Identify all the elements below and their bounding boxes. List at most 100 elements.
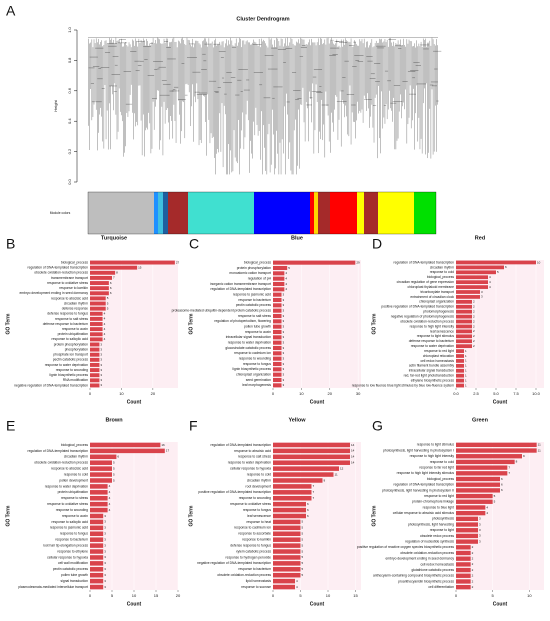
y-tick-label: intracellular signal transduction [409, 369, 454, 373]
bar [90, 383, 100, 388]
value-label: 3 [481, 295, 483, 299]
value-label: 7 [313, 490, 315, 494]
bar [273, 345, 282, 351]
y-tick-label: response to bacterium [238, 567, 271, 571]
bar [273, 567, 301, 572]
value-label: 15 [138, 265, 142, 269]
bar [90, 311, 103, 316]
value-label: 3 [104, 526, 106, 530]
y-tick-label: protein phosphorylation [54, 342, 88, 346]
y-tick-label: response to wounding [56, 368, 88, 372]
y-tick-label: chloroplast thylakoid membrane [407, 285, 454, 289]
y-tick-label: leaf senescence [247, 514, 271, 518]
y-tick-label: red, far-red light phototransduction [404, 374, 455, 378]
x-tick-label: 0 [272, 391, 275, 396]
y-tick-label: obsolete oxidation-reduction process [400, 551, 454, 555]
value-label: 3 [104, 543, 106, 547]
y-tick-label: cell wall modification [58, 561, 88, 565]
value-label: 2 [473, 344, 475, 348]
value-label: 3 [283, 324, 285, 328]
bar [456, 471, 508, 476]
bar [90, 260, 175, 265]
y-tick-label: positive regulation of DNA-templated tra… [381, 305, 454, 309]
y-tick-label: photosynthesis, light harvesting [408, 522, 454, 526]
module-color [168, 192, 188, 234]
panel-letter: F [189, 418, 198, 434]
y-tick-label: biological_process [61, 443, 88, 447]
y-tick-label: entrainment of circadian clock [410, 295, 454, 299]
x-tick-label: 10 [119, 391, 124, 396]
value-label: 4 [285, 287, 287, 291]
bar [90, 501, 108, 507]
y-tick-label: response to salt stress [55, 317, 88, 321]
y-tick-label: response to wounding [56, 508, 88, 512]
bar [90, 561, 104, 566]
value-label: 2 [472, 568, 474, 572]
y-tick-label: defense response to bacterium [409, 339, 455, 343]
value-label: 3 [100, 378, 102, 382]
bar [273, 519, 301, 525]
bar [90, 572, 104, 578]
module-color [310, 192, 314, 234]
bar [90, 549, 104, 554]
y-axis-label: GO Term [188, 313, 194, 335]
y-tick-label: protein ubiquitination [58, 490, 89, 494]
value-label: 3 [283, 367, 285, 371]
x-tick-label: 20 [151, 391, 156, 396]
bar [90, 316, 103, 321]
chart-title: Red [475, 235, 485, 241]
value-label: 4 [109, 502, 111, 506]
y-tick-label: response to cadmium ion [234, 526, 271, 530]
x-axis-label: Count [310, 601, 325, 607]
module-label: Module colors [50, 211, 71, 215]
value-label: 3 [479, 517, 481, 521]
bar [273, 525, 301, 531]
x-tick-label: 5.0 [493, 391, 499, 396]
y-tick-label: defense response to fungus [230, 543, 271, 547]
x-axis-label: Count [493, 601, 508, 607]
y-tick-label: chloroplast organization [419, 300, 454, 304]
value-label: 2 [473, 324, 475, 328]
y-tick-label: circadian rhythm [64, 455, 88, 459]
value-label: 9 [523, 454, 525, 458]
x-tick-label: 0 [455, 593, 458, 598]
chart-title: Yellow [288, 417, 306, 423]
bar [273, 549, 301, 554]
value-label: 5 [302, 520, 304, 524]
bar [90, 442, 161, 448]
value-label: 1 [465, 369, 467, 373]
bar [90, 347, 100, 352]
bar [90, 537, 104, 542]
value-label: 5 [302, 526, 304, 530]
bar [273, 313, 282, 319]
y-tick-label: response to salt stress [238, 455, 271, 459]
bar [456, 516, 478, 522]
value-label: 4 [296, 579, 298, 583]
chart-title: Green [472, 417, 489, 423]
value-label: 12 [340, 466, 344, 470]
y-tick-label: obsolete oxidation-reduction process [400, 319, 454, 323]
y-tick-label: protein ubiquitination [58, 332, 89, 336]
chart-title: Brown [105, 417, 123, 423]
value-label: 5 [302, 537, 304, 541]
bar [273, 292, 282, 297]
value-label: 5 [113, 478, 115, 482]
bar [456, 482, 500, 487]
dendrogram-tree [88, 37, 442, 175]
y-tick-label: photosynthesis [432, 517, 454, 521]
bar [456, 499, 493, 504]
bar [456, 373, 464, 378]
module-color [260, 192, 310, 234]
value-label: 2 [473, 329, 475, 333]
value-label: 7 [113, 276, 115, 280]
y-tick-label: response to fungus [243, 362, 271, 366]
value-label: 5 [302, 543, 304, 547]
bar [273, 297, 282, 303]
bar [273, 501, 306, 507]
y-tick-label: response to auxin [62, 514, 88, 518]
y-tick-label: 1.0 [67, 26, 72, 32]
bar [273, 319, 282, 324]
bar [90, 543, 104, 548]
y-tick-label: regulation of nucleotide synthesis [405, 539, 454, 543]
y-tick-label: response to cold [430, 460, 454, 464]
